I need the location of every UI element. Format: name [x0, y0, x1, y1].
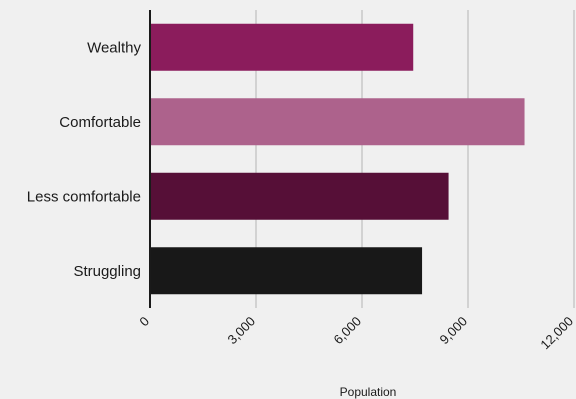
bar	[150, 247, 423, 295]
x-tick-label: 9,000	[437, 314, 471, 348]
bar	[150, 23, 414, 71]
category-labels: Wealthy Comfortable Less comfortable Strugg…	[27, 39, 142, 280]
x-tick-label: 3,000	[225, 314, 259, 348]
bars	[150, 23, 525, 295]
x-axis-title: Population	[340, 385, 397, 399]
bar	[150, 172, 449, 220]
category-label: Struggling	[73, 263, 141, 280]
category-label: Wealthy	[87, 39, 141, 56]
x-tick-labels: 0 3,000 6,000 9,000 12,000	[136, 314, 576, 353]
x-tick-label: 0	[136, 314, 152, 330]
x-tick-label: 6,000	[331, 314, 365, 348]
category-label: Less comfortable	[27, 188, 141, 205]
bar	[150, 98, 525, 146]
x-tick-label: 12,000	[537, 314, 576, 353]
category-label: Comfortable	[59, 114, 141, 131]
